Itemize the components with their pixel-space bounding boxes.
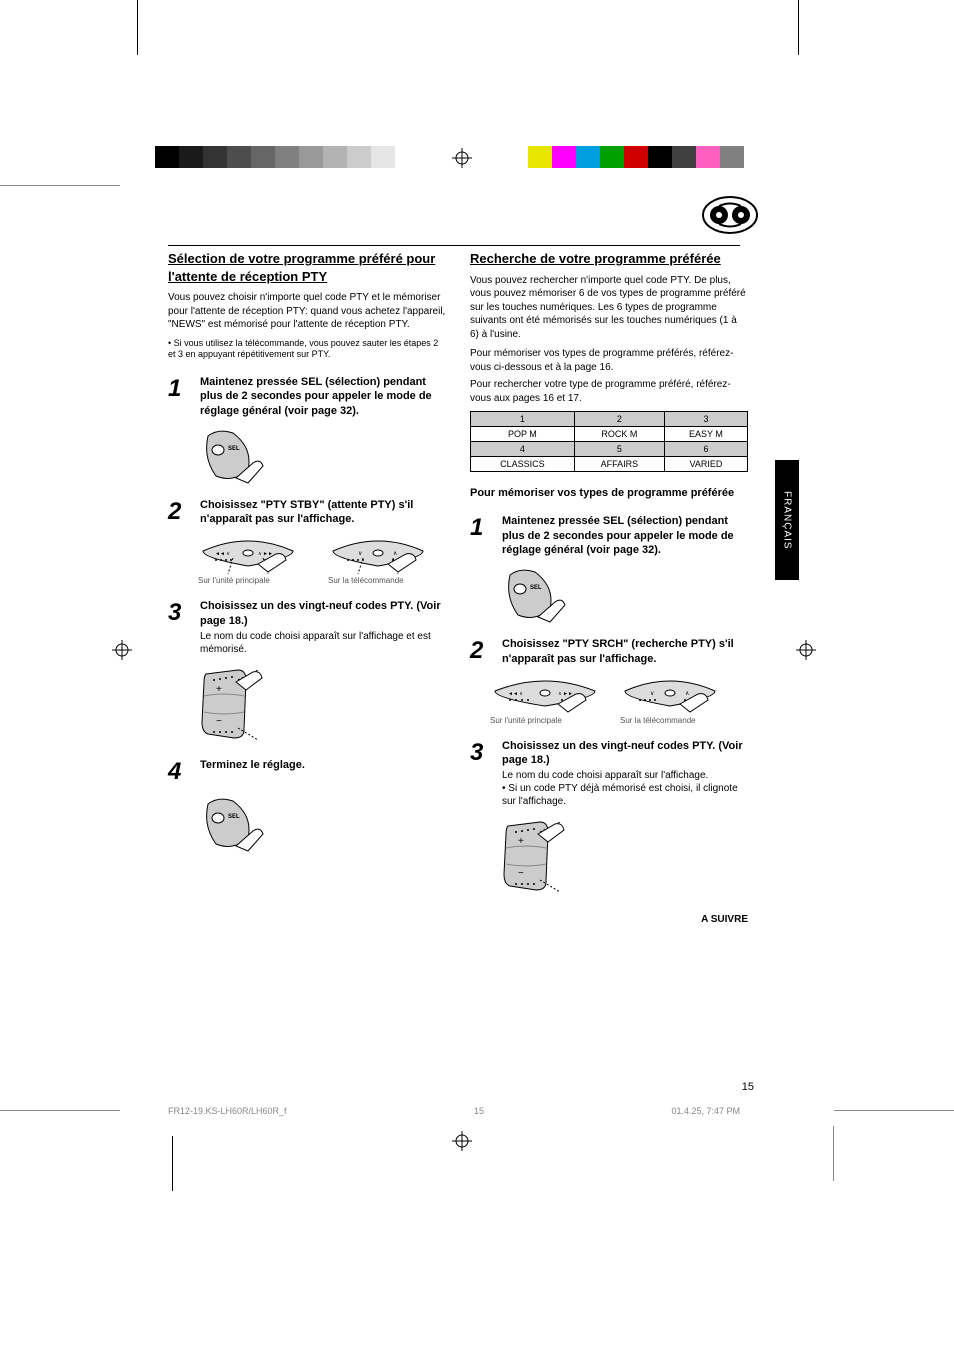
step-number: 3 [470,739,496,809]
step-title: Choisissez un des vingt-neuf codes PTY. … [200,599,446,628]
svg-text:−: − [518,868,524,879]
svg-text:SEL: SEL [530,585,542,591]
table-cell: CLASSICS [471,457,575,472]
table-cell: ROCK M [574,427,664,442]
illustration-caption: Sur la télécommande [328,576,428,585]
illustration-caption: Sur l'unité principale [490,716,600,725]
plus-minus-pad-illustration: + − [500,818,748,896]
left-step-3: 3 Choisissez un des vingt-neuf codes PTY… [168,599,446,656]
step-title: Choisissez un des vingt-neuf codes PTY. … [502,739,748,768]
step-number: 2 [470,637,496,666]
crop-mark [172,1136,173,1191]
svg-text:−: − [216,716,222,727]
sel-button-illustration: SEL [500,567,748,623]
illustration-caption: Sur la télécommande [620,716,720,725]
gray-calibration-bar [155,146,395,168]
right-hint1: Pour mémoriser vos types de programme pr… [470,347,748,374]
rocker-button-illustration: ◄◄ ∨ ∧ ►► ∨ ∧ [490,676,748,716]
table-cell: 5 [574,442,664,457]
left-heading: Sélection de votre programme préféré pou… [168,250,446,285]
crop-mark [137,0,138,55]
footer-right: 01.4.25, 7:47 PM [671,1106,740,1116]
footer-center: 15 [474,1106,484,1116]
table-cell: 3 [664,412,747,427]
svg-text:SEL: SEL [228,446,240,452]
step-number: 1 [168,375,194,418]
step-number: 2 [168,498,194,527]
right-column: Recherche de votre programme préférée Vo… [470,250,748,925]
svg-text:∧ ►►: ∧ ►► [558,691,573,697]
page-footer: FR12-19.KS-LH60R/LH60R_f 15 01.4.25, 7:4… [168,1106,740,1116]
table-cell: EASY M [664,427,747,442]
footer-left: FR12-19.KS-LH60R/LH60R_f [168,1106,287,1116]
preset-pty-table: 1 2 3 POP M ROCK M EASY M 4 5 6 [470,411,748,472]
crop-mark [0,185,120,186]
svg-text:∧ ►►: ∧ ►► [258,551,273,557]
registration-mark-icon [452,1131,472,1151]
compact-disc-logo-icon [701,195,759,235]
svg-text:◄◄ ∨: ◄◄ ∨ [215,551,230,557]
right-step-1: 1 Maintenez pressée SEL (sélection) pend… [470,514,748,557]
step-number: 4 [168,758,194,786]
svg-text:SEL: SEL [228,814,240,820]
svg-text:+: + [518,836,524,847]
header-rule [168,245,740,246]
svg-text:∨: ∨ [358,551,362,557]
right-hint2: Pour rechercher votre type de programme … [470,378,748,405]
left-step-2: 2 Choisissez "PTY STBY" (attente PTY) s'… [168,498,446,527]
crop-mark [798,0,799,55]
table-cell: 4 [471,442,575,457]
left-column: Sélection de votre programme préféré pou… [168,250,446,925]
registration-mark-icon [452,148,472,168]
svg-text:+: + [216,684,222,695]
left-intro: Vous pouvez choisir n'importe quel code … [168,291,446,332]
svg-text:◄◄ ∨: ◄◄ ∨ [508,691,523,697]
step-title: Choisissez "PTY SRCH" (recherche PTY) s'… [502,637,748,666]
left-step-4: 4 Terminez le réglage. [168,758,446,786]
crop-mark [0,1110,120,1111]
crop-mark [833,1126,834,1181]
continued-label: A SUIVRE [470,914,748,925]
step-title: Terminez le réglage. [200,758,446,772]
page-number: 15 [742,1081,754,1093]
step-title: Choisissez "PTY STBY" (attente PTY) s'il… [200,498,446,527]
registration-mark-icon [796,640,816,660]
svg-text:∧: ∧ [685,691,689,697]
table-cell: 2 [574,412,664,427]
step-title: Maintenez pressée SEL (sélection) pendan… [502,514,748,557]
right-heading: Recherche de votre programme préférée [470,250,748,268]
svg-text:∧: ∧ [393,551,397,557]
step-number: 1 [470,514,496,557]
step-title: Maintenez pressée SEL (sélection) pendan… [200,375,446,418]
illustration-caption: Sur l'unité principale [198,576,298,585]
language-tab: FRANÇAIS [775,460,799,580]
sel-button-illustration: SEL [198,796,446,852]
table-cell: 1 [471,412,575,427]
left-step-1: 1 Maintenez pressée SEL (sélection) pend… [168,375,446,418]
svg-text:∨: ∨ [650,691,654,697]
step-number: 3 [168,599,194,656]
table-cell: POP M [471,427,575,442]
table-cell: VARIED [664,457,747,472]
right-intro: Vous pouvez rechercher n'importe quel co… [470,274,748,342]
plus-minus-pad-illustration: + − [198,666,446,744]
table-cell: 6 [664,442,747,457]
crop-mark [834,1110,954,1111]
rocker-button-illustration: ◄◄ ∨ ∧ ►► ∨ ∧ [198,536,446,576]
right-step-2: 2 Choisissez "PTY SRCH" (recherche PTY) … [470,637,748,666]
left-note: • Si vous utilisez la télécommande, vous… [168,338,446,361]
right-subhead: Pour mémoriser vos types de programme pr… [470,486,748,500]
sel-button-illustration: SEL [198,428,446,484]
right-step-3: 3 Choisissez un des vingt-neuf codes PTY… [470,739,748,809]
step-body: Le nom du code choisi apparaît sur l'aff… [502,769,748,808]
step-body: Le nom du code choisi apparaît sur l'aff… [200,630,446,656]
color-calibration-bar [528,146,768,168]
table-cell: AFFAIRS [574,457,664,472]
registration-mark-icon [112,640,132,660]
